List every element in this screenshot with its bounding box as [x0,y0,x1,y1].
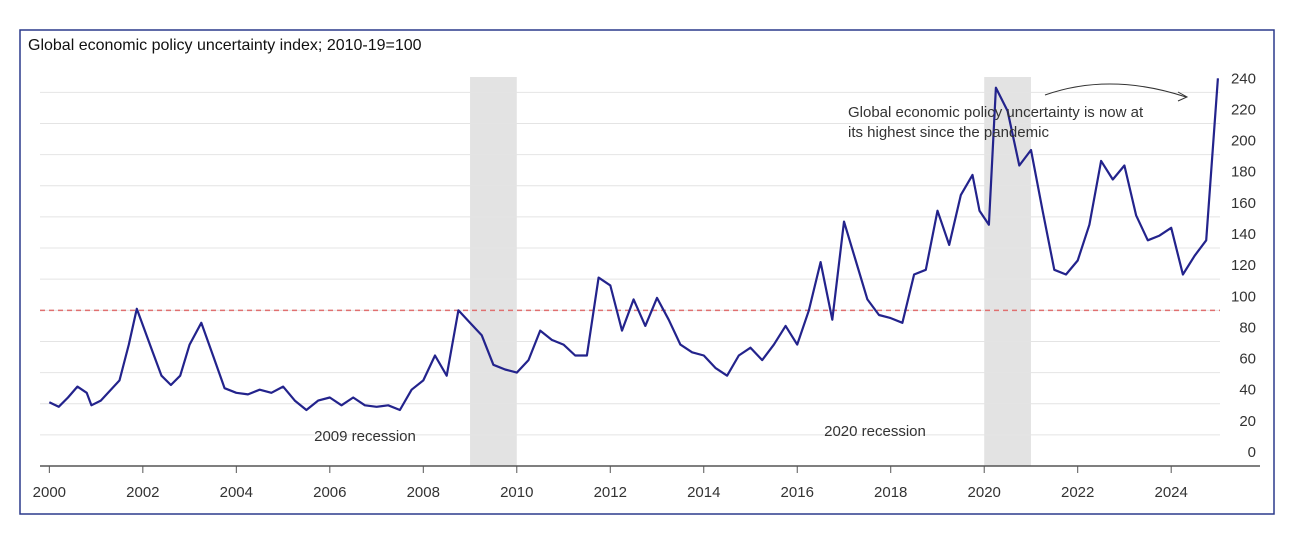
y-tick-label: 140 [1231,226,1256,243]
y-tick-label: 160 [1231,195,1256,212]
x-tick-label: 2020 [968,484,1001,501]
y-tick-label: 80 [1239,319,1256,336]
x-tick-label: 2004 [220,484,253,501]
y-tick-label: 60 [1239,351,1256,368]
x-tick-label: 2018 [874,484,907,501]
y-tick-label: 120 [1231,257,1256,274]
recession-band [470,77,517,466]
y-tick-label: 0 [1248,444,1256,461]
x-tick-label: 2022 [1061,484,1094,501]
frame [19,29,1275,515]
x-tick-label: 2006 [313,484,346,501]
y-tick-label: 40 [1239,382,1256,399]
y-tick-label: 180 [1231,164,1256,181]
recession-label: 2009 recession [314,428,416,445]
annotation-arrow [1044,83,1187,98]
annotation-arrowhead [1177,91,1189,102]
y-tick-label: 240 [1231,70,1256,87]
recession-band [984,77,1031,466]
x-tick-label: 2024 [1155,484,1188,501]
y-tick-label: 20 [1239,413,1256,430]
x-tick-label: 2008 [407,484,440,501]
x-tick-label: 2002 [126,484,159,501]
y-tick-label: 100 [1231,288,1256,305]
annotation: Global economic policy uncertainty is no… [848,104,1144,121]
annotation: its highest since the pandemic [848,124,1049,141]
x-tick-label: 2014 [687,484,720,501]
x-tick-label: 2016 [781,484,814,501]
x-tick-label: 2000 [33,484,66,501]
chart-title: Global economic policy uncertainty index… [28,37,422,54]
y-tick-label: 200 [1231,133,1256,150]
x-tick-label: 2012 [594,484,627,501]
recession-label: 2020 recession [824,423,926,440]
y-tick-label: 220 [1231,101,1256,118]
x-tick-label: 2010 [500,484,533,501]
data-line [48,78,1219,412]
